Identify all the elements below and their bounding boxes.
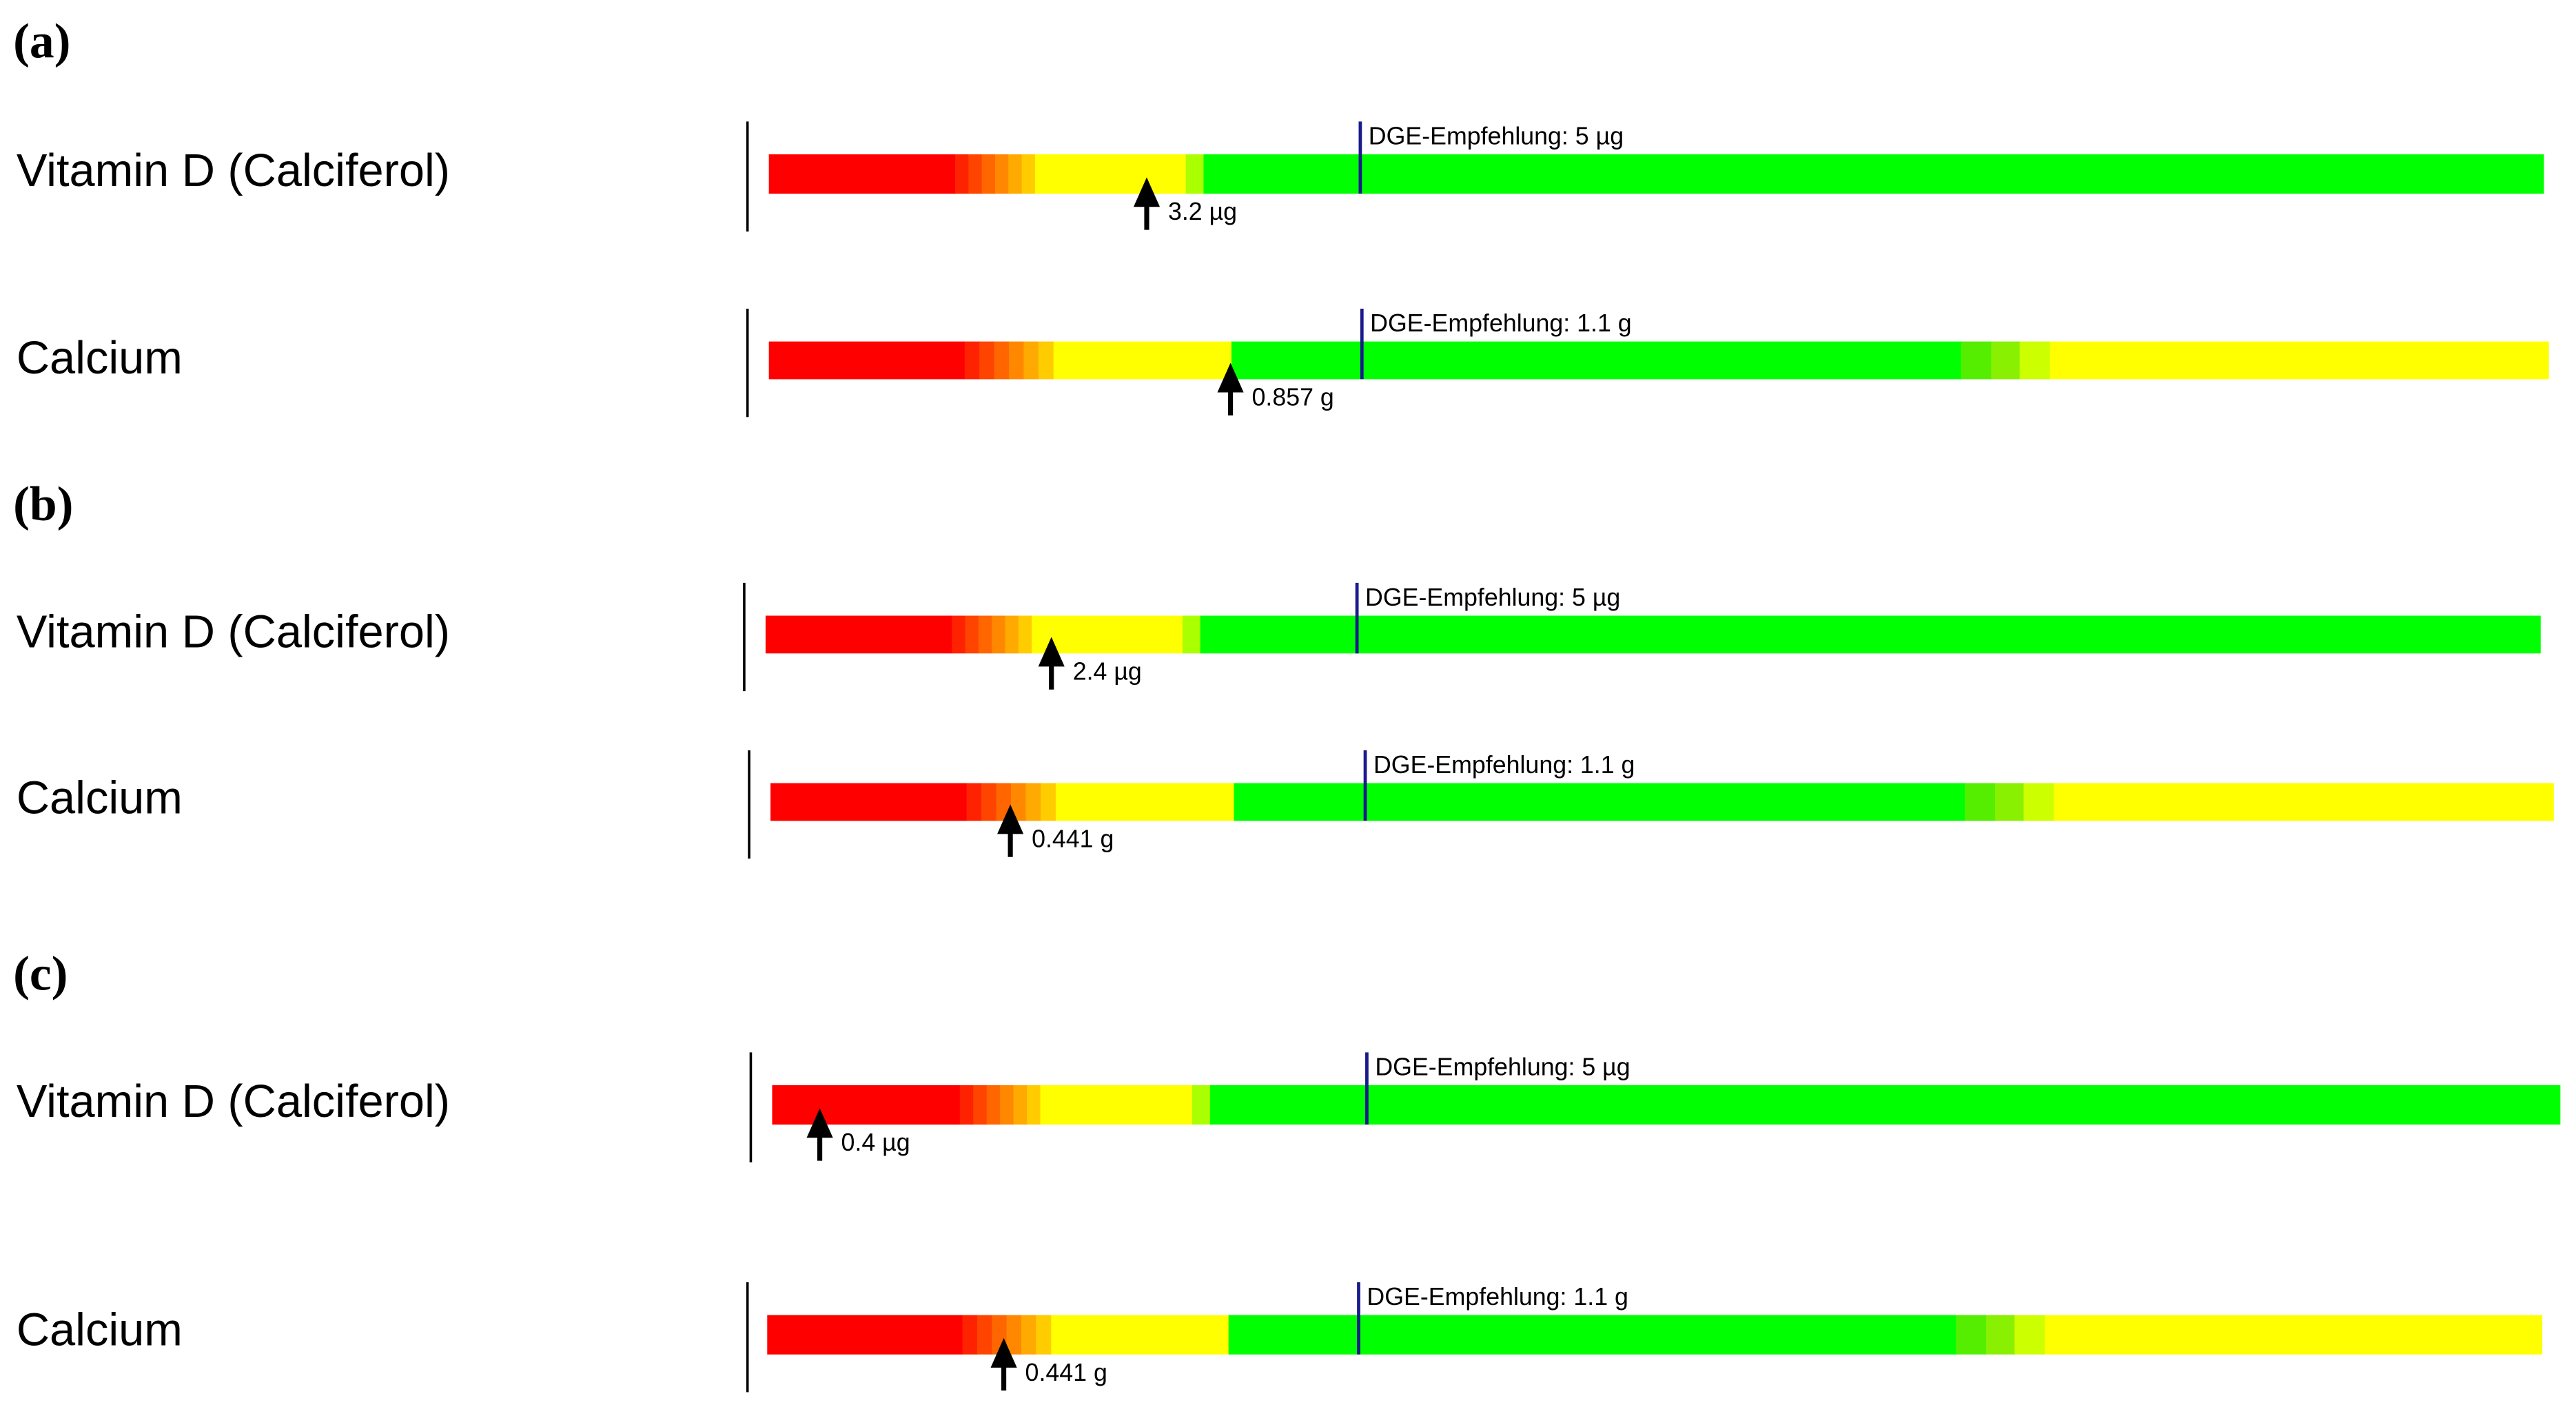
bar-segment <box>978 615 993 654</box>
bar-segment <box>1021 154 1036 194</box>
bar-segment <box>952 615 966 654</box>
panel-label: (b) <box>13 477 73 531</box>
bar-segment <box>767 1315 963 1355</box>
bar-segment <box>2045 1315 2543 1355</box>
bar-segment <box>770 783 968 821</box>
bar-segment <box>964 341 981 380</box>
recommendation-label: DGE-Empfehlung: 1.1 g <box>1373 751 1635 779</box>
bar-segment <box>1185 154 1205 194</box>
bar-segment <box>1032 615 1184 654</box>
intake-arrow-head <box>806 1108 833 1138</box>
bar-segment <box>994 341 1010 380</box>
bar-segment <box>962 1315 979 1355</box>
nutrient-name: Calcium <box>17 333 183 384</box>
bar-segment <box>768 154 957 194</box>
recommendation-label: DGE-Empfehlung: 5 µg <box>1369 123 1624 150</box>
bar-segment <box>1034 154 1187 194</box>
bar-segment <box>1023 341 1040 380</box>
bar-segment <box>968 154 983 194</box>
bar-segment <box>1021 1315 1037 1355</box>
bar-segment <box>966 783 983 821</box>
intake-arrow-head <box>997 804 1024 834</box>
intake-label: 0.4 µg <box>841 1129 910 1156</box>
bar-segment <box>981 154 996 194</box>
bar-segment <box>1027 1085 1041 1125</box>
bar-segment <box>959 1085 974 1125</box>
panel-label: (a) <box>13 14 70 68</box>
bar-segment <box>1995 783 2025 821</box>
bar-segment <box>1231 341 1962 380</box>
bar-segment <box>768 341 965 380</box>
bar-segment <box>1006 1315 1023 1355</box>
intake-arrow-head <box>1133 177 1161 207</box>
intake-label: 0.441 g <box>1025 1359 1107 1386</box>
bar-segment <box>1008 154 1023 194</box>
bar-segment <box>994 154 1010 194</box>
bar-segment <box>977 1315 993 1355</box>
bar-segment <box>1209 1085 2561 1125</box>
bar-segment <box>981 783 997 821</box>
bar-segment <box>2054 783 2554 821</box>
nutrient-name: Vitamin D (Calciferol) <box>17 607 450 658</box>
bar-segment <box>2023 783 2055 821</box>
intake-label: 3.2 µg <box>1168 198 1237 225</box>
bar-segment <box>973 1085 988 1125</box>
recommendation-label: DGE-Empfehlung: 5 µg <box>1365 584 1620 611</box>
bar-segment <box>1203 154 2544 194</box>
nutrient-name: Calcium <box>17 772 183 823</box>
bar-segment <box>1040 783 1056 821</box>
bar-segment <box>1038 341 1054 380</box>
bar-segment <box>1010 783 1027 821</box>
bar-segment <box>1182 615 1201 654</box>
bar-segment <box>1025 783 1042 821</box>
bar-segment <box>1013 1085 1028 1125</box>
recommendation-label: DGE-Empfehlung: 1.1 g <box>1370 309 1631 337</box>
intake-arrow-head <box>1038 637 1065 667</box>
bar-segment <box>1965 783 1996 821</box>
bar-segment <box>965 615 980 654</box>
bar-segment <box>1040 1085 1194 1125</box>
bar-segment <box>1234 783 1966 821</box>
intake-label: 0.441 g <box>1032 825 1114 852</box>
bar-segment <box>1986 1315 2016 1355</box>
bar-segment <box>986 1085 1001 1125</box>
bar-segment <box>1228 1315 1957 1355</box>
intake-label: 0.857 g <box>1252 383 1334 411</box>
intake-arrow-head <box>990 1337 1017 1368</box>
bar-segment <box>1956 1315 1987 1355</box>
nutrient-name: Vitamin D (Calciferol) <box>17 1076 450 1127</box>
bar-segment <box>1018 615 1033 654</box>
nutrient-name: Calcium <box>17 1304 183 1355</box>
bar-segment <box>1055 783 1235 821</box>
bar-segment <box>955 154 970 194</box>
bar-segment <box>765 615 953 654</box>
nutrient-name: Vitamin D (Calciferol) <box>17 145 450 196</box>
bar-segment <box>1192 1085 1212 1125</box>
recommendation-label: DGE-Empfehlung: 5 µg <box>1375 1054 1630 1081</box>
bar-segment <box>2049 341 2549 380</box>
bar-segment <box>1036 1315 1052 1355</box>
bar-segment <box>979 341 995 380</box>
bar-segment <box>1200 615 2541 654</box>
bar-segment <box>1005 615 1019 654</box>
bar-segment <box>992 615 1006 654</box>
panel-label: (c) <box>13 947 68 1001</box>
bar-segment <box>1000 1085 1014 1125</box>
bar-segment <box>1053 341 1233 380</box>
bar-segment <box>2014 1315 2046 1355</box>
bar-segment <box>2019 341 2051 380</box>
bar-segment <box>1991 341 2021 380</box>
bar-segment <box>1008 341 1025 380</box>
bar-segment <box>1961 341 1992 380</box>
intake-arrow-head <box>1217 362 1244 393</box>
recommendation-label: DGE-Empfehlung: 1.1 g <box>1367 1283 1628 1311</box>
bar-segment <box>772 1085 961 1125</box>
intake-label: 2.4 µg <box>1073 657 1142 685</box>
bar-segment <box>1051 1315 1229 1355</box>
